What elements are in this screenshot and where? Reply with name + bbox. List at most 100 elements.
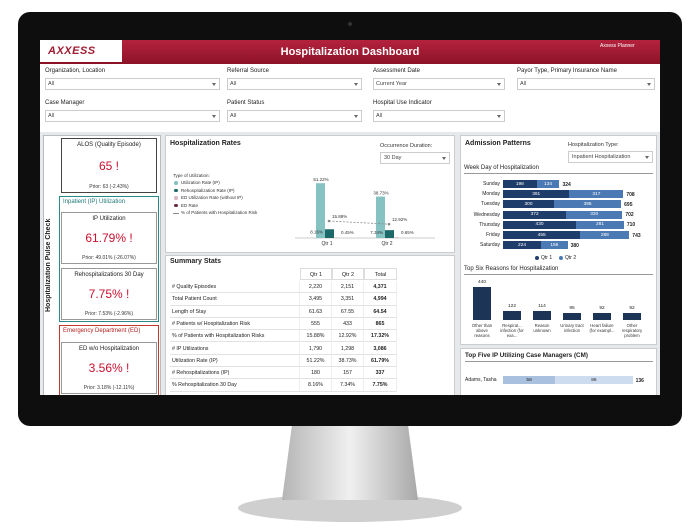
weekday-bar: 300: [503, 200, 554, 209]
legend-swatch: [535, 256, 539, 260]
reason-label: Other respiratory problem: [621, 323, 643, 339]
cm-bar: 86: [555, 376, 633, 384]
filter-label: Hospital Use Indicator: [373, 100, 432, 106]
bar-label: 134: [544, 181, 553, 187]
bar-label: 86: [591, 377, 597, 383]
x-tick-label: Qtr 2: [381, 241, 392, 247]
risk-point: [327, 219, 331, 223]
legend-swatch: [174, 181, 178, 185]
legend-label: ED Rate: [181, 202, 199, 208]
rate-bar: [376, 196, 385, 238]
rate-bar: [325, 229, 334, 238]
weekday-bar: 330: [566, 210, 623, 219]
rate-label: 51.22%: [313, 177, 328, 182]
camera: [348, 22, 352, 26]
filter-select[interactable]: All: [227, 78, 362, 90]
rate-label: 12.92%: [392, 217, 407, 222]
filter-select[interactable]: All: [227, 110, 362, 122]
table-cell: 61.79%: [364, 354, 397, 368]
rate-bar: [385, 230, 394, 238]
total-label: 380: [570, 242, 579, 249]
row-label: # Rehospitalizations (IP): [170, 367, 300, 380]
legend-swatch: [174, 196, 178, 200]
weekday-bar: 395: [554, 200, 622, 209]
reason-value: 440: [477, 280, 486, 285]
filter-select[interactable]: All: [45, 110, 220, 122]
filter-value: All: [230, 113, 237, 119]
table-cell: 61.63: [300, 305, 332, 318]
weekday-bar: 455: [503, 231, 581, 239]
table-cell: 67.55: [332, 305, 364, 318]
kpi-card: ALOS (Quality Episode) 65 ! Prior: 63 (-2.…: [61, 138, 157, 193]
filter-value: All: [376, 113, 383, 119]
row-label: Total Patient Count: [170, 293, 300, 306]
rate-label: 15.88%: [332, 214, 347, 219]
kpi-value: 7.75% !: [88, 287, 130, 301]
total-label: 743: [632, 232, 641, 239]
total-label: 324: [562, 181, 571, 188]
filter-value: All: [48, 113, 55, 119]
reason-label: Respirat... infection (for exa...: [500, 323, 524, 339]
stand-neck: [282, 425, 418, 500]
bar-label: 281: [595, 222, 604, 228]
dropdown-caret: [645, 156, 649, 159]
filter-select[interactable]: All: [517, 78, 655, 90]
summary-title: Summary Stats: [170, 258, 221, 265]
rates-title: Hospitalization Rates: [170, 140, 241, 147]
kpi-prior: Prior: 7.53% (-2.96%): [84, 311, 134, 317]
weekday-bar: 198: [503, 180, 537, 188]
filter-label: Patient Status: [227, 100, 265, 106]
reason-label: Other than above reasons: [471, 323, 493, 339]
filter-select[interactable]: Current Year: [373, 78, 505, 90]
rate-label: 0.45%: [341, 230, 354, 235]
table-cell: 1,298: [332, 342, 364, 355]
rates-panel: [165, 135, 455, 253]
filter-select[interactable]: All: [373, 110, 505, 122]
summary-panel: [165, 255, 455, 395]
reason-label: Urinary tract infection: [560, 323, 584, 334]
logo-area: [40, 40, 122, 64]
cm-total: 136: [635, 377, 644, 384]
kpi-prior: Prior: 63 (-2.43%): [89, 184, 129, 190]
kpi-card: Rehospitalizations 30 Day 7.75% ! Prior: 7…: [61, 268, 157, 320]
rate-label: 38.73%: [373, 191, 388, 196]
weekday-bar: 288: [580, 231, 630, 239]
kpi-card: ED w/o Hospitalization 3.56% ! Prior: 3.18…: [61, 342, 157, 394]
filter-label: Assessment Date: [373, 68, 421, 74]
header-bar: [40, 40, 660, 64]
reason-value: 92: [599, 306, 605, 312]
kpi-prior: Prior: 3.18% (-12.11%): [83, 385, 135, 391]
kpi-label: Rehospitalizations 30 Day: [74, 272, 144, 278]
weekday-title: Week Day of Hospitalization: [464, 165, 653, 174]
bar-label: 156: [550, 242, 559, 248]
row-label: # IP Utilizations: [170, 342, 300, 355]
bar-label: 317: [592, 191, 601, 197]
reasons-title: Top Six Reasons for Hospitalization: [464, 266, 653, 275]
admission-panel: [460, 135, 657, 345]
bar-label: 58: [526, 377, 532, 383]
filter-value: Current Year: [376, 81, 407, 87]
table-cell: 180: [300, 367, 332, 380]
duration-select[interactable]: 30 Day: [380, 152, 450, 164]
cm-title: Top Five IP Utilizing Case Managers (CM): [465, 352, 653, 362]
reason-bar: [533, 311, 551, 320]
reason-value: 92: [629, 306, 635, 312]
type-select[interactable]: Inpatient Hospitalization: [568, 151, 653, 163]
row-label: % Rehospitalization 30 Day: [170, 379, 300, 392]
weekday-bar: 372: [503, 210, 567, 219]
filter-value: All: [520, 81, 527, 87]
table-cell: 7.34%: [332, 379, 364, 392]
table-cell: 3,351: [332, 293, 364, 306]
ed-section: [59, 325, 159, 395]
kpi-label: ALOS (Quality Episode): [77, 142, 141, 148]
reason-value: 95: [569, 305, 575, 311]
filter-label: Case Manager: [45, 100, 85, 106]
bar-label: 330: [590, 212, 599, 218]
ed-heading: Emergency Department (ED): [63, 328, 141, 334]
reason-label: Heart failure (for exampl...: [589, 323, 615, 334]
bar-label: 288: [600, 232, 609, 238]
filter-select[interactable]: All: [45, 78, 220, 90]
legend-label: Qtr 1: [541, 255, 553, 261]
planner-link[interactable]: Axxess Planner: [600, 43, 635, 49]
filter-value: All: [230, 81, 237, 87]
